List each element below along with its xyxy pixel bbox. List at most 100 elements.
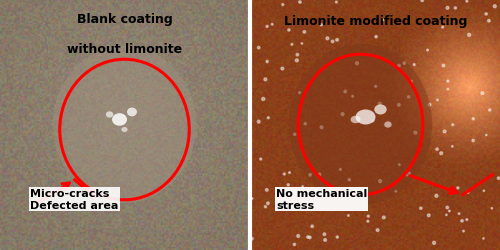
Point [353, 62, 361, 66]
Point [449, 123, 457, 127]
Point [268, 23, 276, 27]
Point [454, 186, 462, 190]
Ellipse shape [356, 110, 376, 125]
Point [296, 1, 304, 5]
Point [306, 236, 314, 240]
Point [444, 80, 452, 84]
Point [332, 1, 340, 5]
Point [437, 152, 445, 156]
Point [438, 26, 446, 30]
Point [364, 214, 372, 218]
Text: Limonite modified coating: Limonite modified coating [284, 15, 467, 28]
Point [395, 104, 403, 108]
Point [417, 206, 425, 210]
Point [482, 13, 490, 17]
Point [480, 236, 488, 240]
Ellipse shape [122, 128, 128, 132]
Point [254, 120, 262, 124]
Point [316, 190, 324, 194]
Point [318, 126, 326, 130]
Point [308, 224, 316, 228]
Ellipse shape [384, 122, 392, 128]
Point [300, 31, 308, 35]
Point [346, 178, 354, 182]
Point [490, 5, 498, 9]
Text: without limonite: without limonite [67, 42, 182, 56]
Point [392, 190, 400, 194]
Ellipse shape [112, 114, 127, 126]
Point [418, 0, 426, 3]
Text: Micro-cracks
Defected area: Micro-cracks Defected area [30, 188, 118, 210]
Ellipse shape [289, 44, 432, 205]
Point [338, 113, 346, 117]
Point [463, 218, 471, 222]
Point [478, 92, 486, 96]
Point [430, 241, 438, 245]
Point [372, 85, 380, 89]
Point [379, 19, 387, 23]
Point [298, 185, 306, 189]
Point [486, 108, 494, 112]
Point [256, 157, 264, 161]
Point [316, 173, 324, 177]
Point [432, 194, 440, 198]
Point [458, 219, 466, 223]
Point [341, 90, 349, 94]
Point [480, 189, 488, 193]
Point [320, 232, 328, 236]
Point [369, 119, 377, 123]
Point [424, 214, 432, 218]
Point [485, 20, 493, 24]
Point [452, 7, 460, 11]
Point [406, 172, 413, 175]
Point [410, 63, 418, 67]
Point [334, 189, 342, 193]
Point [412, 131, 420, 135]
Point [434, 98, 442, 102]
Point [318, 24, 326, 28]
Point [298, 42, 306, 46]
Point [264, 116, 272, 120]
Point [248, 237, 256, 241]
Point [424, 49, 432, 53]
Point [263, 25, 271, 29]
Point [446, 209, 454, 213]
Point [444, 88, 452, 92]
Point [262, 205, 270, 209]
Point [334, 235, 342, 239]
Point [348, 95, 356, 99]
Point [403, 173, 411, 177]
Point [290, 133, 298, 137]
Point [288, 43, 296, 47]
Point [374, 228, 382, 232]
Text: Blank coating: Blank coating [76, 12, 172, 26]
Point [336, 168, 344, 172]
Point [488, 206, 496, 210]
Point [408, 80, 416, 84]
Point [433, 148, 441, 152]
Point [293, 59, 301, 63]
Point [264, 202, 272, 205]
Point [296, 135, 304, 139]
Point [440, 64, 448, 68]
Point [364, 219, 372, 223]
Point [469, 117, 477, 121]
Point [259, 98, 267, 102]
Point [248, 197, 256, 201]
Point [296, 91, 304, 95]
Point [344, 214, 352, 218]
Point [304, 235, 312, 239]
Point [254, 46, 262, 50]
Point [482, 134, 490, 138]
Point [286, 171, 294, 175]
Point [444, 206, 452, 210]
Point [469, 139, 477, 143]
Point [278, 67, 286, 71]
Point [333, 39, 341, 43]
Point [263, 60, 271, 64]
Ellipse shape [106, 112, 114, 118]
Point [285, 29, 293, 33]
Ellipse shape [350, 116, 360, 124]
Point [404, 96, 412, 100]
Text: No mechanical
stress: No mechanical stress [276, 188, 367, 210]
